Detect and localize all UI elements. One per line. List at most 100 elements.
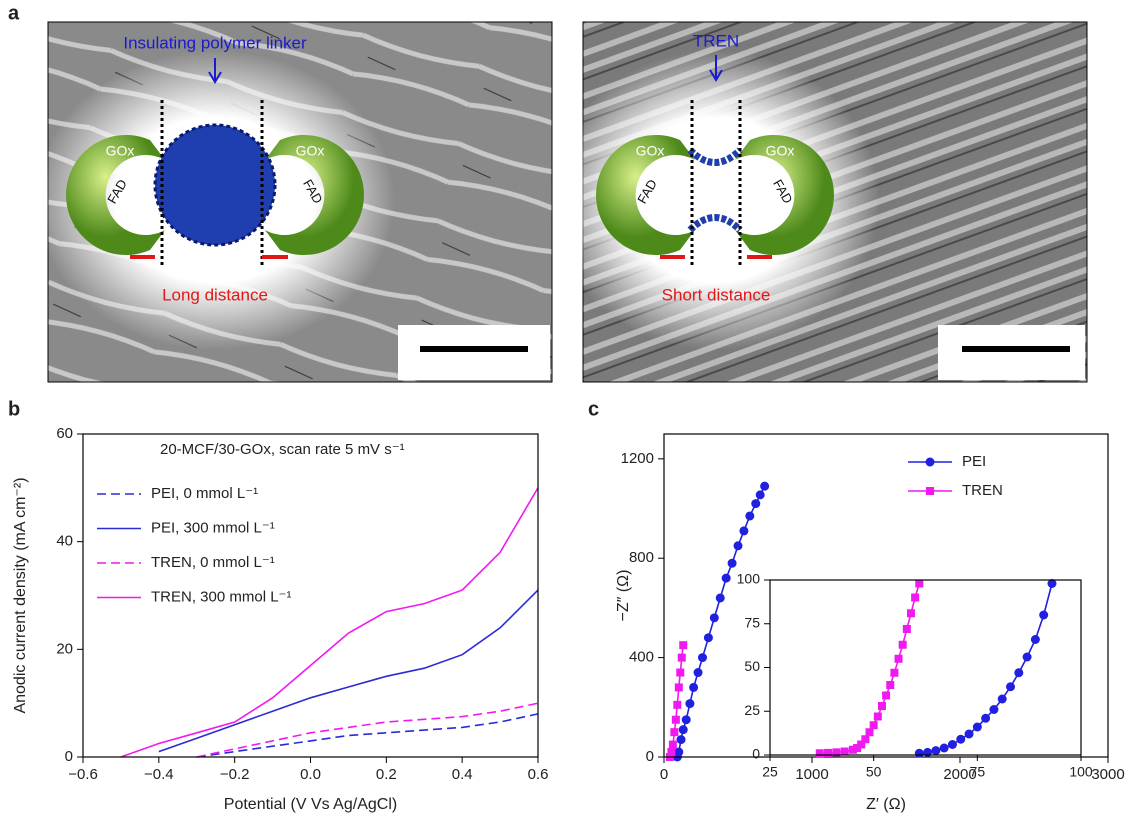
marker (745, 511, 754, 520)
x-tick-label: 100 (1069, 764, 1093, 780)
marker (907, 609, 915, 617)
marker (676, 669, 684, 677)
marker (679, 725, 688, 734)
panel-label: b (8, 398, 20, 420)
y-tick-label: 20 (56, 640, 73, 657)
x-axis-label: Potential (V Vs Ag/AgCl) (224, 796, 397, 813)
y-tick-label: 1200 (621, 450, 654, 467)
marker (751, 499, 760, 508)
label: GOx (296, 143, 325, 159)
marker (760, 482, 769, 491)
marker (866, 728, 874, 736)
marker (1014, 668, 1023, 677)
marker (899, 641, 907, 649)
marker (685, 699, 694, 708)
marker (677, 735, 686, 744)
marker (981, 714, 990, 723)
annotation: TREN (693, 31, 739, 50)
marker (1031, 635, 1040, 644)
marker (878, 702, 886, 710)
marker (886, 681, 894, 689)
annotation: Long distance (162, 285, 268, 304)
marker (722, 574, 731, 583)
y-tick-label: 75 (744, 614, 760, 630)
marker (682, 715, 691, 724)
y-tick-label: 100 (737, 571, 761, 587)
panel-label: a (8, 2, 20, 24)
x-tick-label: 0.0 (300, 766, 321, 783)
marker (911, 594, 919, 602)
series-line (197, 703, 538, 757)
label: GOx (636, 143, 665, 159)
marker (998, 695, 1007, 704)
legend-label: TREN, 300 mmol L⁻¹ (151, 588, 291, 605)
annotation: Insulating polymer linker (123, 33, 307, 52)
x-tick-label: 75 (970, 764, 986, 780)
y-tick-label: 0 (65, 748, 73, 765)
marker (698, 653, 707, 662)
marker (895, 655, 903, 663)
y-tick-label: 60 (56, 425, 73, 442)
y-axis-label: Anodic current density (mA cm⁻²) (12, 477, 29, 713)
x-axis-label: Z′ (Ω) (866, 796, 906, 813)
marker (756, 490, 765, 499)
legend-label: TREN (962, 482, 1003, 499)
y-tick-label: 0 (646, 748, 654, 765)
marker (948, 740, 957, 749)
x-tick-label: 0.4 (452, 766, 473, 783)
marker (874, 713, 882, 721)
marker (870, 721, 878, 729)
marker (903, 625, 911, 633)
x-tick-label: 1000 (795, 766, 828, 783)
marker (728, 559, 737, 568)
y-tick-label: 800 (629, 549, 654, 566)
marker (669, 741, 677, 749)
y-axis-label: −Z″ (Ω) (615, 570, 632, 622)
legend-marker (926, 487, 934, 495)
x-tick-label: 0 (660, 766, 668, 783)
x-tick-label: 50 (866, 764, 882, 780)
marker (672, 716, 680, 724)
legend-marker (926, 458, 935, 467)
x-tick-label: 0.6 (528, 766, 549, 783)
marker (824, 749, 832, 757)
marker (965, 730, 974, 739)
y-tick-label: 50 (744, 658, 760, 674)
x-tick-label: −0.2 (220, 766, 250, 783)
panel-label: c (588, 398, 599, 420)
marker (679, 641, 687, 649)
y-tick-label: 25 (744, 702, 760, 718)
annotation: Short distance (662, 285, 771, 304)
marker (694, 668, 703, 677)
marker (710, 613, 719, 622)
marker (882, 692, 890, 700)
marker (861, 735, 869, 743)
marker (716, 593, 725, 602)
marker (956, 735, 965, 744)
image-left: Insulating polymer linker GOx FAD GOx FA… (35, 22, 552, 382)
legend-label: PEI, 0 mmol L⁻¹ (151, 485, 258, 502)
inset-background (770, 580, 1081, 755)
chart-title: 20-MCF/30-GOx, scan rate 5 mV s⁻¹ (160, 441, 405, 458)
y-tick-label: 0 (752, 746, 760, 762)
marker (674, 748, 683, 757)
marker (973, 723, 982, 732)
marker (989, 705, 998, 714)
marker (1023, 653, 1032, 662)
marker (1006, 682, 1015, 691)
x-tick-label: 25 (762, 764, 778, 780)
marker (670, 728, 678, 736)
marker (734, 541, 743, 550)
marker (890, 669, 898, 677)
y-tick-label: 40 (56, 533, 73, 550)
figure: a b c Insulating polymer linker GOx FAD … (0, 0, 1127, 817)
marker (667, 748, 675, 756)
image-right: TREN GOx FAD GOx FAD Short distance (550, 22, 1087, 382)
y-tick-label: 400 (629, 649, 654, 666)
marker (1039, 611, 1048, 620)
marker (675, 683, 683, 691)
marker (739, 526, 748, 535)
marker (915, 749, 924, 758)
legend-label: PEI, 300 mmol L⁻¹ (151, 519, 275, 536)
marker (816, 749, 824, 757)
